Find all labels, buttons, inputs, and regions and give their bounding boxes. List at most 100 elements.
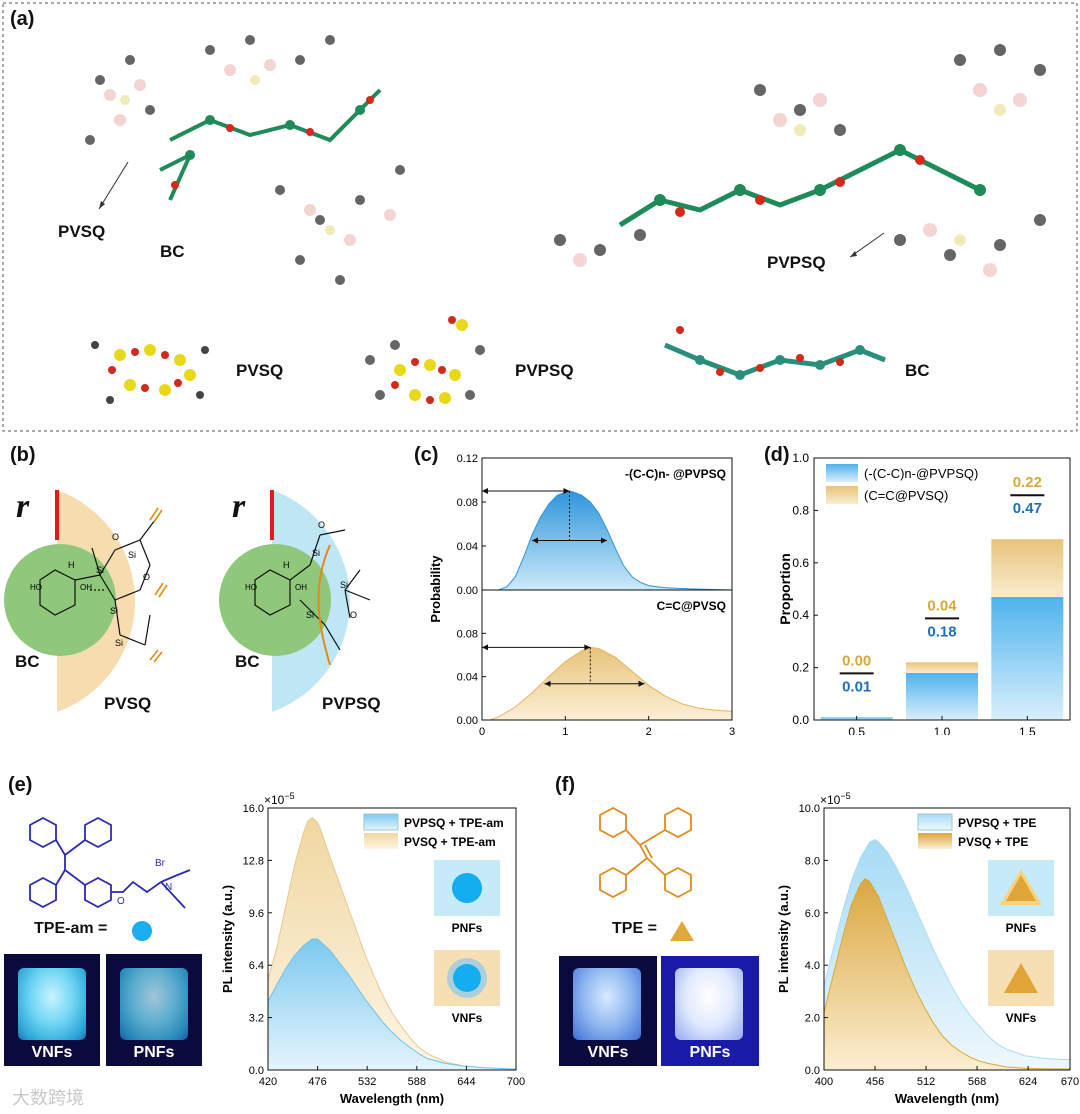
panel-f: (f) TPE = VNFs PNFs 0.0 2.0 4.0 6.0 8.0 10.0 4… bbox=[545, 770, 1080, 1114]
chem-oh-2: OH bbox=[295, 583, 307, 592]
tpe-am-dot bbox=[132, 921, 152, 941]
legend-swatch bbox=[826, 486, 858, 504]
chem-o-1: O bbox=[112, 532, 119, 542]
mol-label-pvsq: PVSQ bbox=[58, 222, 106, 241]
annotation-c-top: -(C-C)n- @PVPSQ bbox=[625, 467, 726, 481]
legend-label: (C=C@PVSQ) bbox=[864, 488, 948, 503]
pl-line bbox=[267, 817, 517, 1070]
chart-d: 0.00 0.01 0.5 0.04 0.18 1.0 0.22 0.47 1.5 0.0 0.2 0… bbox=[777, 451, 1071, 735]
chem-si-1: Si bbox=[96, 565, 104, 575]
chem-si-6: Si bbox=[340, 580, 348, 590]
chem-o-4: O bbox=[350, 610, 357, 620]
x-tick-label: 400 bbox=[815, 1076, 833, 1088]
watermark: 大数跨境 bbox=[12, 1088, 84, 1108]
y-tick-label: 0.08 bbox=[457, 497, 478, 509]
y-tick-label: 0.04 bbox=[457, 541, 478, 553]
y-tick-label: 0.0 bbox=[249, 1065, 264, 1077]
panel-a-frame bbox=[2, 2, 1078, 432]
x-tick-label: 3 bbox=[729, 726, 735, 735]
panel-b: (b) Si Si Si Si O O HO bbox=[0, 440, 430, 730]
chem-h-2: H bbox=[283, 560, 290, 570]
x-tick-label: 456 bbox=[866, 1076, 884, 1088]
chem-br: Br bbox=[155, 858, 166, 869]
mol-cluster-pvsq-bc bbox=[85, 35, 405, 285]
density-line-c-top bbox=[482, 490, 733, 591]
panel-c: (c) 0.00 0.04 0.08 0.12 -(C-C)n- @PVPSQ 0.00 0… bbox=[410, 440, 750, 735]
y-tick-label: 0.12 bbox=[457, 453, 478, 465]
y-tick-label: 0.00 bbox=[457, 585, 478, 597]
value-label-top: 0.04 bbox=[927, 597, 957, 614]
x-tick-label: 700 bbox=[507, 1076, 525, 1088]
tpe-eq: TPE = bbox=[612, 920, 657, 937]
x-axis-label: Wavelength (nm) bbox=[895, 1091, 999, 1106]
y-tick-label: 10.0 bbox=[799, 803, 820, 815]
scale-exponent: −5 bbox=[284, 791, 294, 801]
value-label-top: 0.00 bbox=[842, 652, 871, 669]
x-tick-label: 476 bbox=[308, 1076, 326, 1088]
y-tick-label: 0.0 bbox=[792, 713, 809, 727]
inset-vnfs-dot bbox=[453, 964, 481, 992]
plot-frame bbox=[813, 457, 1071, 721]
bar-(-(C-C)n-@PVPSQ) bbox=[906, 672, 978, 720]
label-bc-left: BC bbox=[15, 652, 40, 671]
x-tick-label: 644 bbox=[457, 1076, 475, 1088]
photo-pnfs-f: PNFs bbox=[661, 956, 759, 1066]
y-axis-label: Proportion bbox=[777, 553, 793, 625]
fwhm-arrow-head-right bbox=[601, 537, 607, 544]
chart-e: 0.0 3.2 6.4 9.6 12.8 16.0 420 476 532 588 644 700 ×1… bbox=[220, 791, 525, 1106]
density-line-c-bottom bbox=[482, 646, 733, 721]
chem-ho-2: HO bbox=[245, 583, 257, 592]
chart-c: 0.00 0.04 0.08 0.12 -(C-C)n- @PVPSQ 0.00 0.04 0… bbox=[428, 453, 735, 735]
pl-area bbox=[268, 939, 516, 1070]
y-tick-label: 0.4 bbox=[792, 608, 809, 622]
x-tick-label: 670 bbox=[1061, 1076, 1079, 1088]
scale-exponent: −5 bbox=[840, 791, 850, 801]
inset-pnfs-dot bbox=[452, 873, 482, 903]
bar-(-(C-C)n-@PVPSQ) bbox=[991, 596, 1064, 720]
inset-vnfs-triangle bbox=[1004, 963, 1038, 993]
y-tick-label: 9.6 bbox=[249, 908, 264, 920]
y-tick-label: 3.2 bbox=[249, 1013, 264, 1025]
photo-vnfs-e: VNFs bbox=[4, 954, 100, 1066]
fwhm-arrow-head-left bbox=[544, 680, 551, 687]
y-tick-label: 1.0 bbox=[792, 451, 809, 465]
tpe-am-eq: TPE-am = bbox=[34, 920, 108, 937]
tpe-structure bbox=[599, 806, 692, 899]
photo-pnfs-e: PNFs bbox=[106, 954, 202, 1066]
pl-line bbox=[823, 878, 1071, 1070]
y-tick-label: 2.0 bbox=[805, 1013, 820, 1025]
r-symbol-left: r bbox=[16, 488, 30, 525]
panel-a-label: (a) bbox=[10, 8, 35, 30]
y-axis-label: Probability bbox=[428, 555, 443, 623]
y-tick-label: 0.00 bbox=[457, 715, 478, 727]
tpe-triangle bbox=[670, 921, 694, 941]
legend-swatch bbox=[918, 833, 952, 849]
plot-frame bbox=[267, 807, 517, 1071]
x-axis-label: Wavelength (nm) bbox=[340, 1091, 444, 1106]
peak-arrow-head-right bbox=[584, 644, 591, 651]
legend-swatch bbox=[917, 813, 953, 831]
mol-small-pvsq bbox=[91, 341, 209, 404]
y-tick-label: 6.0 bbox=[805, 908, 820, 920]
x-tick-label: 420 bbox=[259, 1076, 277, 1088]
bar-(C=C@PVSQ) bbox=[906, 662, 978, 673]
photo-vnfs-f: VNFs bbox=[559, 956, 657, 1066]
y-tick-label: 0.0 bbox=[805, 1065, 820, 1077]
value-label-bottom: 0.01 bbox=[842, 678, 871, 695]
mol-small-bc bbox=[664, 326, 886, 380]
value-label-bottom: 0.18 bbox=[927, 623, 956, 640]
mol-label-bc: BC bbox=[160, 242, 185, 261]
y-tick-label: 8.0 bbox=[805, 855, 820, 867]
y-tick-label: 6.4 bbox=[249, 960, 264, 972]
chem-o-2: O bbox=[143, 572, 150, 582]
chem-ho-1: HO bbox=[30, 583, 42, 592]
chem-si-2: Si bbox=[128, 550, 136, 560]
y-tick-label: 0.8 bbox=[792, 503, 809, 517]
peak-arrow-head-left bbox=[482, 488, 488, 494]
panel-b-schematic: Si Si Si Si O O HO OH H Si Si Si O O HO … bbox=[4, 490, 371, 712]
pl-line bbox=[267, 938, 517, 1070]
fwhm-arrow-head-right bbox=[638, 680, 645, 687]
legend-swatch bbox=[826, 464, 858, 482]
r-symbol-right: r bbox=[232, 488, 246, 525]
panel-d-label: (d) bbox=[764, 444, 790, 466]
